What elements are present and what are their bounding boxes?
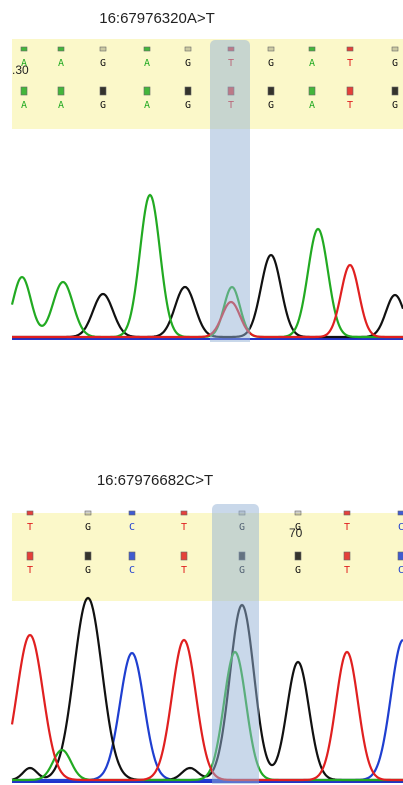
trace-t (10, 633, 403, 782)
variant-highlight (212, 504, 259, 784)
base-call-letter: A (309, 100, 315, 111)
position-label: .30 (12, 63, 29, 77)
base-call-letter: C (398, 565, 403, 576)
trace-g (12, 253, 403, 339)
quality-bar (343, 510, 351, 516)
trace-t (12, 263, 403, 339)
quality-bar (346, 86, 354, 96)
base-call-letter: G (100, 100, 106, 111)
trace-a (12, 650, 403, 782)
base-call-letter: G (185, 100, 191, 111)
base-call-letter: G (268, 100, 274, 111)
base-call-letter: G (185, 58, 191, 69)
base-call-letter: G (392, 100, 398, 111)
base-call-letter: T (181, 565, 187, 576)
quality-bar (184, 46, 192, 52)
quality-bar (26, 510, 34, 516)
base-call-letter: G (295, 522, 301, 533)
base-call-letter: G (295, 565, 301, 576)
quality-bar (308, 46, 316, 52)
base-call-letter: A (21, 100, 27, 111)
quality-bar (57, 46, 65, 52)
quality-bar (267, 46, 275, 52)
quality-bar (99, 46, 107, 52)
base-call-letter: G (100, 58, 106, 69)
base-call-letter: A (21, 58, 27, 69)
base-call-letter: A (144, 58, 150, 69)
base-call-letter: A (58, 100, 64, 111)
variant-title: 16:67976320A>T (99, 10, 215, 27)
base-call-letter: T (181, 522, 187, 533)
base-call-letter: G (85, 565, 91, 576)
base-call-letter: C (129, 565, 135, 576)
variant-highlight (210, 40, 250, 342)
quality-bar (180, 551, 188, 561)
quality-bar (346, 46, 354, 52)
variant-title: 16:67976682C>T (96, 472, 214, 489)
chromatogram-panel-1: 16:67976320A>T .30 AAGAGTGATGAAGAGTGATG (0, 0, 403, 345)
base-call-letter: C (398, 522, 403, 533)
base-call-letter: A (144, 100, 150, 111)
chromatogram-panel-2: 16:67976682C>T 70 TGCTGGTCTGCTGGTC (0, 462, 403, 785)
quality-bar (267, 86, 275, 96)
chromatogram-trace: AAGAGTGATGAAGAGTGATG (10, 46, 403, 340)
quality-bar (343, 551, 351, 561)
position-label: 70 (289, 526, 303, 540)
quality-bar (84, 551, 92, 561)
base-call-letter: T (27, 565, 33, 576)
base-call-letter: C (129, 522, 135, 533)
base-call-letter: T (344, 565, 350, 576)
base-call-letter: A (58, 58, 64, 69)
base-call-letter: T (347, 100, 353, 111)
trace-g (11, 596, 403, 782)
chromatogram-trace: TGCTGGTCTGCTGGTC (10, 510, 403, 783)
quality-bar (143, 86, 151, 96)
quality-bar (180, 510, 188, 516)
base-call-band (12, 513, 403, 601)
quality-bar (99, 86, 107, 96)
quality-bar (391, 46, 399, 52)
quality-bar (184, 86, 192, 96)
quality-bar (20, 46, 28, 52)
quality-bar (397, 510, 403, 516)
quality-bar (294, 551, 302, 561)
quality-bar (26, 551, 34, 561)
quality-bar (128, 551, 136, 561)
quality-bar (128, 510, 136, 516)
quality-bar (308, 86, 316, 96)
quality-bar (397, 551, 403, 561)
base-call-letter: A (309, 58, 315, 69)
quality-bar (57, 86, 65, 96)
trace-a (10, 193, 403, 339)
base-call-letter: G (392, 58, 398, 69)
base-call-letter: T (344, 522, 350, 533)
quality-bar (143, 46, 151, 52)
base-call-letter: G (268, 58, 274, 69)
quality-bar (391, 86, 399, 96)
base-call-letter: G (85, 522, 91, 533)
base-call-band (12, 39, 403, 129)
base-call-letter: T (27, 522, 33, 533)
quality-bar (20, 86, 28, 96)
quality-bar (294, 510, 302, 516)
quality-bar (84, 510, 92, 516)
base-call-letter: T (347, 58, 353, 69)
